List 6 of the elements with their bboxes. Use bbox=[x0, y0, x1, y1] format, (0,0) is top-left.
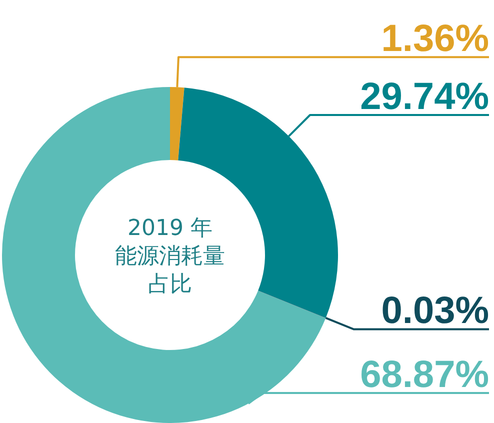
data-label: 1.36% bbox=[381, 18, 489, 60]
text: 2019 年 bbox=[128, 216, 212, 241]
data-label: 0.03% bbox=[381, 290, 489, 332]
text: 能源消耗量占比 bbox=[115, 244, 225, 297]
data-label: 68.87% bbox=[360, 354, 489, 396]
data-label: 29.74% bbox=[360, 76, 489, 118]
